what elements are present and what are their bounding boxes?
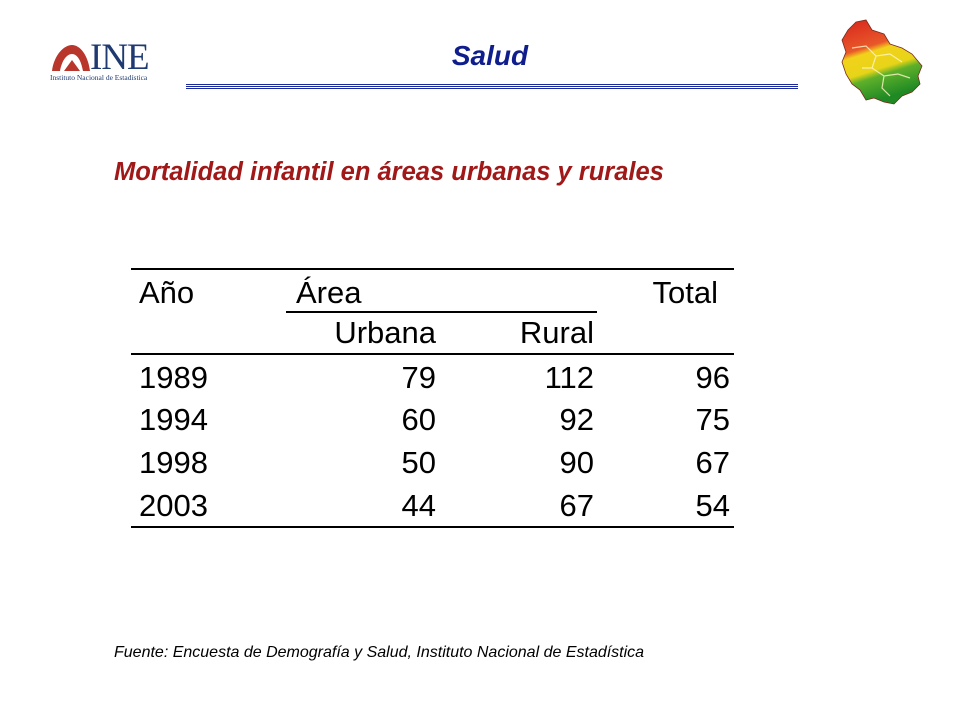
- logo-letters: INE: [90, 37, 150, 78]
- table-row-total: 67: [695, 445, 730, 480]
- table-row-total: 54: [695, 488, 730, 523]
- slide-subtitle: Mortalidad infantil en áreas urbanas y r…: [114, 158, 664, 186]
- header-rural: Rural: [519, 315, 594, 350]
- ine-logo: INE Instituto Nacional de Estadística: [50, 38, 160, 88]
- table-row-year: 1998: [139, 445, 208, 480]
- mortality-table: Año Área Total Urbana Rural 1989 79 112 …: [131, 268, 734, 530]
- ine-logo-mark-icon: [52, 45, 90, 71]
- table-row-rural: 67: [559, 488, 594, 523]
- header-bottom-rule: [131, 353, 734, 355]
- header-year: Año: [139, 275, 195, 310]
- table-row-year: 1989: [139, 360, 208, 395]
- table-row-urban: 44: [401, 488, 436, 523]
- table-row-urban: 50: [401, 445, 436, 480]
- table-row-year: 2003: [139, 488, 208, 523]
- table-row-urban: 60: [401, 402, 436, 437]
- table-row-total: 75: [695, 402, 730, 437]
- table-row-year: 1994: [139, 402, 208, 437]
- area-underline: [286, 311, 597, 313]
- table-row-urban: 79: [401, 360, 436, 395]
- logo-subtitle: Instituto Nacional de Estadística: [50, 73, 148, 82]
- header-urban: Urbana: [334, 315, 436, 350]
- page-title: Salud: [451, 40, 529, 71]
- bolivia-map-icon: [841, 19, 923, 105]
- table-bottom-rule: [131, 526, 734, 528]
- header-area: Área: [296, 275, 362, 310]
- table-row-total: 96: [695, 360, 730, 395]
- header-divider: [186, 84, 798, 90]
- table-row-rural: 112: [544, 360, 594, 395]
- table-row-rural: 90: [559, 445, 594, 480]
- header-total: Total: [652, 275, 718, 310]
- table-row-rural: 92: [559, 402, 594, 437]
- source-note: Fuente: Encuesta de Demografía y Salud, …: [114, 644, 645, 661]
- table-top-rule: [131, 268, 734, 270]
